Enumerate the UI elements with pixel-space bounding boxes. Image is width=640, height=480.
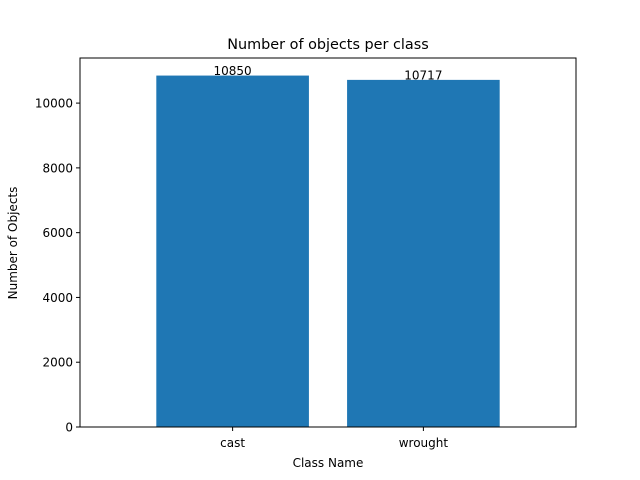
x-tick-label: wrought <box>399 436 449 450</box>
chart-title: Number of objects per class <box>227 37 428 53</box>
data-label-wrought: 10717 <box>404 68 442 82</box>
data-label-cast: 10850 <box>214 64 252 78</box>
y-tick-label: 0 <box>65 421 73 435</box>
bar-wrought <box>347 79 500 427</box>
data-labels-layer: 10850 10717 <box>214 64 443 82</box>
x-tick-label: cast <box>220 436 245 450</box>
plot-frame <box>79 57 577 428</box>
bar-cast <box>156 75 309 428</box>
y-tick-label: 10000 <box>35 97 73 111</box>
y-tick-label: 8000 <box>42 161 73 175</box>
y-tick-label: 6000 <box>42 226 73 240</box>
y-tick-label: 4000 <box>42 291 73 305</box>
bars-layer <box>156 75 500 428</box>
y-tick-label: 2000 <box>42 356 73 370</box>
x-axis-label: Class Name <box>293 456 364 470</box>
x-axis: cast wrought <box>220 427 448 450</box>
y-axis-label: Number of Objects <box>6 187 20 300</box>
y-axis: 0 2000 4000 6000 8000 10000 <box>35 97 80 435</box>
